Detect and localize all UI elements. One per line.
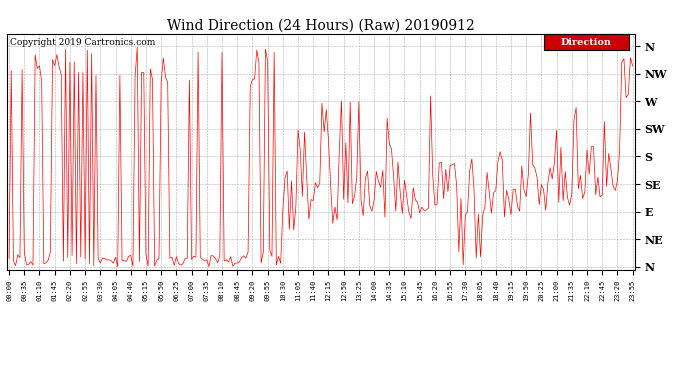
Text: Copyright 2019 Cartronics.com: Copyright 2019 Cartronics.com xyxy=(10,39,155,48)
Title: Wind Direction (24 Hours) (Raw) 20190912: Wind Direction (24 Hours) (Raw) 20190912 xyxy=(167,19,475,33)
